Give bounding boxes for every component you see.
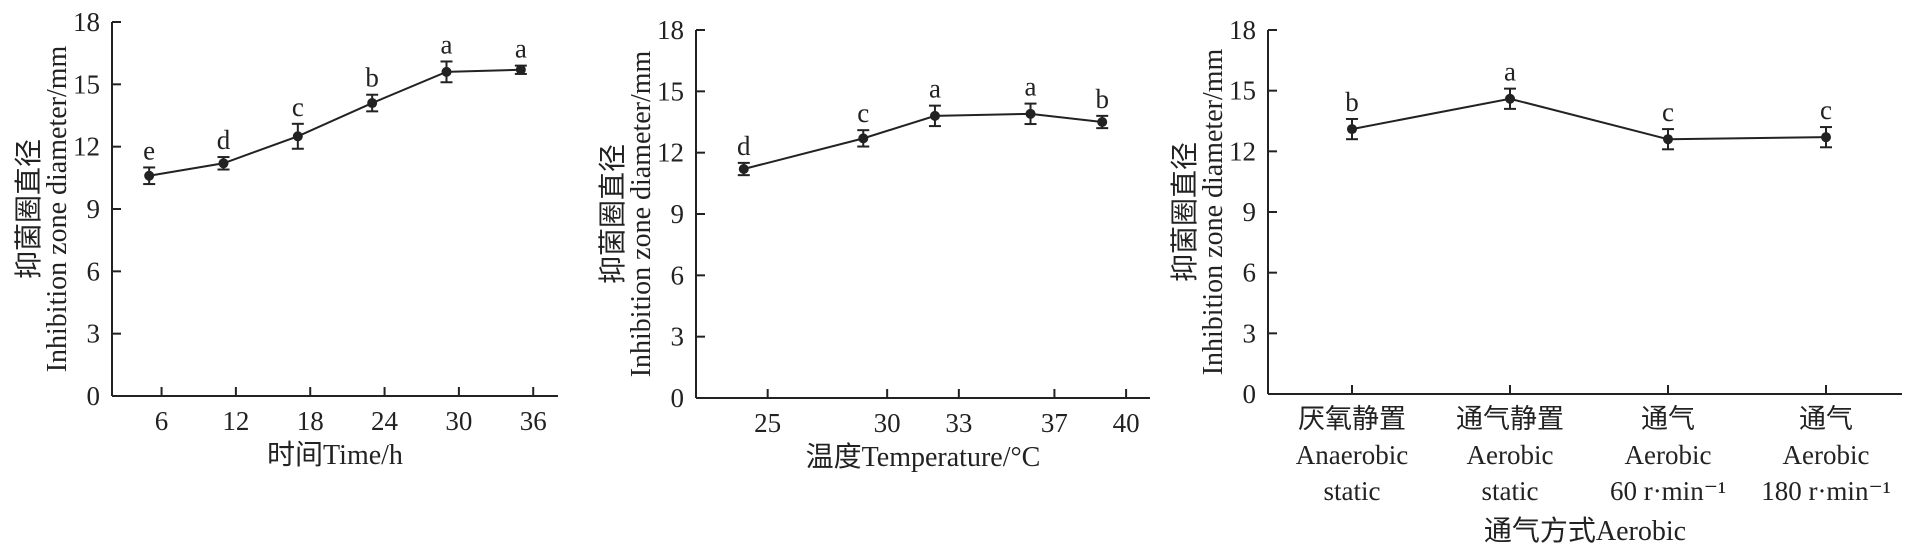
y-axis-title-en: Inhibition zone diameter/mm (626, 50, 657, 377)
y-axis-title-cn: 抑菌圈直径 (1169, 142, 1201, 282)
x-tick-label: 40 (1113, 408, 1140, 438)
data-point (441, 66, 452, 77)
series-line (149, 68, 521, 177)
data-point (515, 64, 526, 75)
y-axis-title-en: Inhibition zone diameter/mm (1198, 48, 1229, 375)
data-point (1097, 117, 1108, 127)
series-line (1351, 97, 1827, 141)
x-category-label: Aerobic (1625, 440, 1712, 470)
x-tick-label: 30 (874, 408, 901, 438)
x-category-label: Anaerobic (1296, 440, 1408, 470)
y-tick-label: 6 (671, 260, 685, 290)
significance-letter: a (929, 74, 941, 104)
x-category-label: 60 r·min⁻¹ (1610, 476, 1726, 506)
x-category-label: 通气 (1799, 404, 1853, 434)
significance-letter: c (292, 92, 304, 122)
x-tick-label: 36 (520, 406, 547, 436)
significance-letter: b (1095, 84, 1109, 114)
data-point (1505, 93, 1515, 104)
x-category-label: static (1324, 476, 1381, 506)
x-category-label: 通气 (1641, 404, 1695, 434)
significance-letter: e (143, 135, 155, 165)
y-tick-label: 0 (87, 381, 101, 411)
data-point (292, 131, 303, 142)
y-tick-label: 3 (1243, 318, 1257, 348)
y-axis-title-cn: 抑菌圈直径 (13, 139, 45, 279)
y-tick-label: 18 (1229, 15, 1256, 45)
y-tick-label: 9 (87, 194, 101, 224)
y-tick-label: 15 (657, 76, 684, 106)
y-tick-label: 9 (671, 199, 685, 229)
data-point (218, 158, 229, 169)
data-point (1025, 108, 1036, 119)
significance-letter: c (857, 98, 869, 128)
y-axis-title-cn: 抑菌圈直径 (597, 144, 629, 284)
x-tick-label: 37 (1041, 408, 1068, 438)
data-point (367, 98, 378, 109)
significance-letter: c (1662, 97, 1674, 127)
y-tick-label: 12 (73, 132, 100, 162)
significance-letter: b (365, 63, 379, 93)
y-tick-label: 0 (671, 383, 685, 413)
y-tick-label: 18 (73, 7, 100, 37)
x-tick-label: 12 (222, 406, 249, 436)
y-tick-label: 3 (671, 322, 685, 352)
x-category-label: 通气静置 (1456, 404, 1564, 434)
data-point (738, 164, 749, 175)
x-category-label: 厌氧静置 (1298, 404, 1406, 434)
y-tick-label: 9 (1243, 197, 1257, 227)
y-tick-label: 12 (657, 138, 684, 168)
x-axis-title: 时间Time/h (267, 439, 403, 471)
data-point (858, 133, 869, 144)
x-tick-label: 30 (445, 406, 472, 436)
significance-letter: d (217, 125, 231, 155)
x-axis-title: 温度Temperature/°C (806, 441, 1041, 473)
x-axis-title: 通气方式Aerobic (1484, 515, 1686, 547)
significance-letter: b (1345, 87, 1359, 117)
y-tick-label: 6 (1243, 258, 1257, 288)
data-point (144, 170, 155, 181)
series-line (743, 112, 1103, 170)
data-point (929, 110, 940, 121)
chart-panel-2: 0 3 6 9 12 15 18 25 30 33 37 40 d c a a b 温度Temperature/°… (597, 15, 1150, 473)
x-tick-label: 6 (155, 406, 169, 436)
y-tick-label: 18 (657, 15, 684, 45)
x-tick-label: 25 (754, 408, 781, 438)
significance-letter: d (737, 131, 751, 161)
chart-panel-3: 0 3 6 9 12 15 18 厌氧静置 Anaerobic static 通气静置 Aerobic… (1169, 15, 1902, 547)
data-point (1821, 132, 1831, 143)
y-axis-title-en: Inhibition zone diameter/mm (42, 45, 73, 372)
y-tick-label: 3 (87, 319, 101, 349)
y-tick-label: 12 (1229, 136, 1256, 166)
y-tick-label: 15 (1229, 76, 1256, 106)
x-category-label: Aerobic (1783, 440, 1870, 470)
data-point (1663, 134, 1673, 145)
significance-letter: a (441, 29, 453, 59)
x-category-label: Aerobic (1467, 440, 1554, 470)
y-tick-label: 0 (1243, 379, 1257, 409)
x-tick-label: 18 (297, 406, 324, 436)
y-tick-label: 6 (87, 256, 101, 286)
x-tick-label: 33 (945, 408, 972, 438)
significance-letter: a (1025, 72, 1037, 102)
significance-letter: a (1504, 57, 1516, 87)
x-category-label: 180 r·min⁻¹ (1761, 476, 1891, 506)
significance-letter: a (515, 34, 527, 64)
data-point (1347, 124, 1357, 135)
significance-letter: c (1820, 95, 1832, 125)
y-tick-label: 15 (73, 69, 100, 99)
x-category-label: static (1482, 476, 1539, 506)
x-tick-label: 24 (371, 406, 399, 436)
